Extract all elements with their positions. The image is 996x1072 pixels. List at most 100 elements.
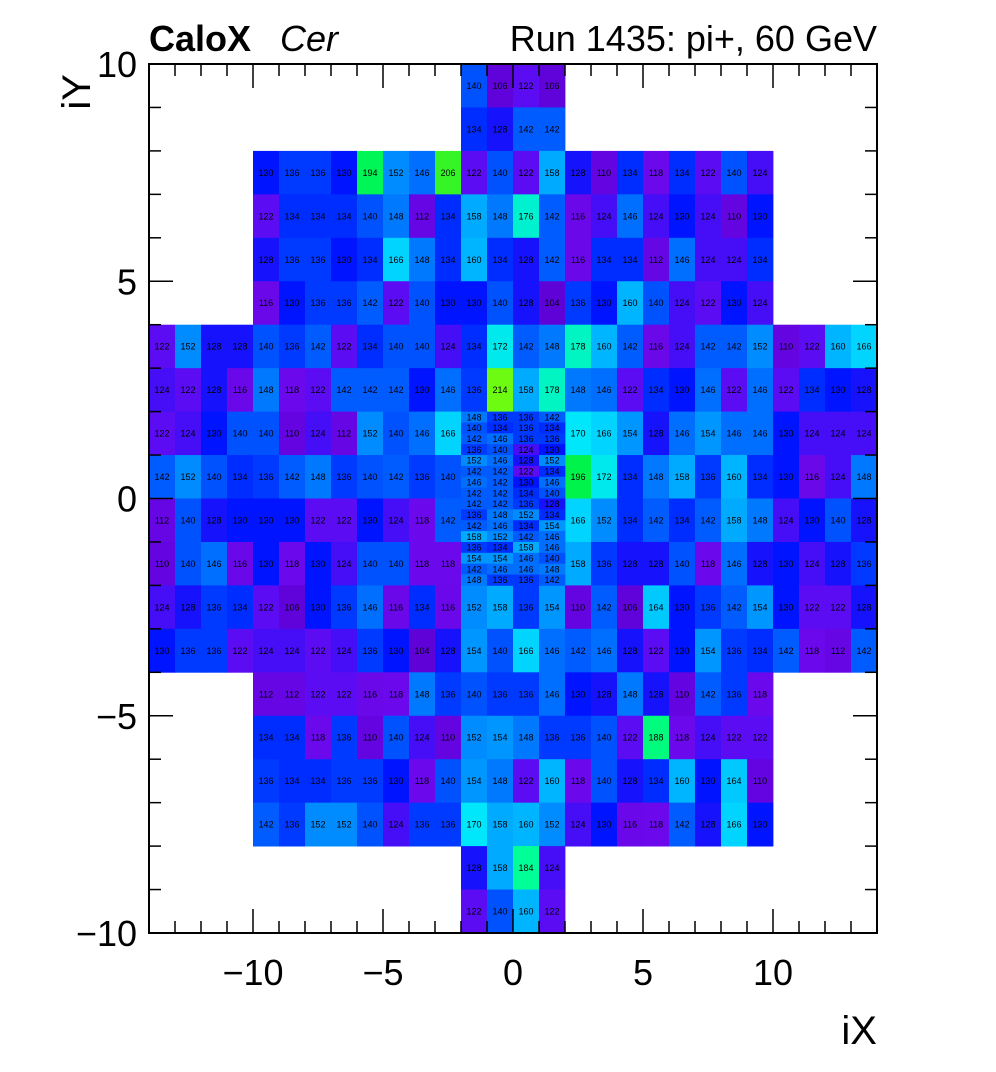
tower-cell xyxy=(747,194,774,239)
tower-cell xyxy=(539,237,566,282)
tower-cell xyxy=(227,455,254,499)
tower-cell-label: 134 xyxy=(596,255,611,265)
tower-cell xyxy=(461,64,488,108)
tower-cell xyxy=(253,498,280,543)
tower-cell-label: 130 xyxy=(726,298,741,308)
tower-cell-label: 118 xyxy=(415,776,429,786)
tower-cell xyxy=(617,672,644,717)
tower-cell xyxy=(643,498,670,543)
fine-cell xyxy=(487,487,514,499)
tower-cell xyxy=(643,628,670,673)
tower-cell-label: 134 xyxy=(648,776,663,786)
tower-cell-label: 140 xyxy=(440,776,455,786)
tower-cell-label: 122 xyxy=(622,385,637,395)
tower-cell-label: 152 xyxy=(466,602,481,612)
tower-cell-label: 130 xyxy=(674,385,689,395)
tower-cell-label: 148 xyxy=(492,776,507,786)
fine-cell-label: 136 xyxy=(492,575,507,585)
tower-cell xyxy=(643,324,670,369)
fine-cell-label: 136 xyxy=(466,543,481,553)
tower-cell-label: 110 xyxy=(727,211,741,221)
tower-cell xyxy=(175,411,202,456)
tower-cell-label: 128 xyxy=(856,515,871,525)
tower-cell xyxy=(513,672,540,717)
tower-cell xyxy=(851,585,878,630)
tower-cell-label: 116 xyxy=(363,689,377,699)
tower-cell-label: 128 xyxy=(206,342,221,352)
tower-cell-label: 122 xyxy=(258,602,273,612)
tower-cell-label: 116 xyxy=(233,385,247,395)
tower-cell-label: 122 xyxy=(726,385,741,395)
tower-cell-label: 128 xyxy=(206,515,221,525)
tower-cell-label: 188 xyxy=(648,733,663,743)
tower-cell xyxy=(435,455,462,499)
tower-cell xyxy=(461,889,488,934)
fine-cell-label: 136 xyxy=(544,434,559,444)
tower-cell-label: 122 xyxy=(336,342,351,352)
tower-cell xyxy=(565,802,592,847)
tower-cell xyxy=(435,411,462,456)
tower-cell xyxy=(591,194,618,239)
fine-cell xyxy=(539,509,566,521)
tower-cell xyxy=(773,368,800,412)
tower-cell-label: 106 xyxy=(284,602,299,612)
tower-cell xyxy=(149,541,176,586)
tower-cell xyxy=(669,237,696,282)
tower-cell-label: 142 xyxy=(362,298,377,308)
fine-cell-label: 142 xyxy=(518,532,533,542)
fine-cell-label: 154 xyxy=(544,521,559,531)
tower-cell-label: 140 xyxy=(466,81,481,91)
tower-cell-label: 124 xyxy=(154,385,169,395)
tower-cell xyxy=(487,281,514,326)
tower-cell xyxy=(409,715,436,760)
tower-cell xyxy=(747,324,774,369)
tower-cell-label: 166 xyxy=(440,429,455,439)
tower-cell-label: 142 xyxy=(518,342,533,352)
tower-cell-label: 136 xyxy=(466,385,481,395)
fine-cell-label: 142 xyxy=(466,488,481,498)
tower-cell xyxy=(591,672,618,717)
tower-cell-label: 142 xyxy=(388,472,403,482)
tower-cell-label: 154 xyxy=(544,602,559,612)
tower-cell-label: 142 xyxy=(856,646,871,656)
tower-cell xyxy=(149,324,176,369)
tower-cell-label: 118 xyxy=(571,776,585,786)
tower-cell xyxy=(669,150,696,195)
tower-cell-label: 130 xyxy=(778,602,793,612)
y-tick-label: 0 xyxy=(117,479,137,520)
tower-cell xyxy=(617,541,644,586)
tower-cell-label: 140 xyxy=(206,472,221,482)
tower-cell xyxy=(331,194,358,239)
tower-cell-label: 134 xyxy=(622,168,637,178)
fine-cell xyxy=(487,422,514,434)
tower-cell-label: 160 xyxy=(518,907,533,917)
tower-cell-label: 128 xyxy=(648,689,663,699)
tower-cell xyxy=(565,324,592,369)
tower-cell xyxy=(201,324,228,369)
tower-cell xyxy=(227,368,254,412)
tower-cell-label: 130 xyxy=(752,820,767,830)
tower-cell xyxy=(435,759,462,804)
tower-cell-label: 136 xyxy=(518,602,533,612)
tower-cell-label: 158 xyxy=(726,515,741,525)
tower-cell xyxy=(383,715,410,760)
tower-cell xyxy=(357,802,384,847)
fine-cell-label: 128 xyxy=(544,499,559,509)
tower-cell-label: 128 xyxy=(648,559,663,569)
tower-cell xyxy=(227,628,254,673)
fine-cell-label: 152 xyxy=(518,510,533,520)
tower-cell xyxy=(461,672,488,717)
tower-cell-label: 154 xyxy=(700,429,715,439)
tower-cell xyxy=(409,802,436,847)
tower-cell-label: 146 xyxy=(700,385,715,395)
tower-cell-label: 142 xyxy=(700,515,715,525)
tower-cell-label: 130 xyxy=(778,429,793,439)
tower-cell-label: 140 xyxy=(596,776,611,786)
tower-cell-label: 116 xyxy=(233,559,247,569)
tower-cell xyxy=(305,498,332,543)
tower-cell-label: 178 xyxy=(570,342,585,352)
tower-cell xyxy=(773,324,800,369)
fine-cell xyxy=(487,476,514,489)
tower-cell-label: 116 xyxy=(571,211,585,221)
fine-cell-label: 148 xyxy=(466,412,481,422)
